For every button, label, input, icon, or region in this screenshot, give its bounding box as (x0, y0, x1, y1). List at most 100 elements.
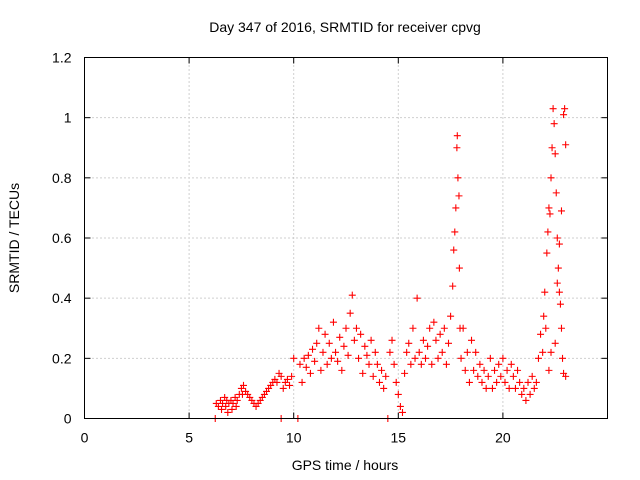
x-tick-label: 15 (391, 430, 407, 446)
data-point (459, 324, 467, 332)
data-point (505, 384, 513, 392)
x-axis-label: GPS time / hours (292, 457, 399, 473)
data-point (415, 348, 423, 356)
data-point (559, 354, 567, 362)
data-point (273, 378, 281, 386)
data-point (352, 324, 360, 332)
data-point (334, 357, 342, 365)
data-point (476, 360, 484, 368)
data-point (468, 336, 476, 344)
data-point (298, 378, 306, 386)
data-point (290, 354, 298, 362)
data-point (461, 366, 469, 374)
data-point (518, 390, 526, 398)
data-point (302, 363, 310, 371)
data-point (450, 246, 458, 254)
data-point (315, 324, 323, 332)
x-tick-label: 5 (185, 430, 193, 446)
data-point (451, 228, 459, 236)
data-point (378, 366, 386, 374)
data-point (279, 384, 287, 392)
data-point (545, 366, 553, 374)
data-point (511, 384, 519, 392)
data-point (233, 396, 241, 404)
data-point (329, 318, 337, 326)
data-point (392, 378, 400, 386)
data-point (453, 144, 461, 152)
data-point (239, 381, 247, 389)
data-point (546, 210, 554, 218)
y-tick-label: 1.2 (52, 50, 72, 66)
data-point (288, 372, 296, 380)
data-point (561, 105, 569, 113)
data-point (542, 324, 550, 332)
data-point (557, 207, 565, 215)
data-point (426, 324, 434, 332)
data-point (555, 288, 563, 296)
data-point (547, 174, 555, 182)
data-point (549, 105, 557, 113)
data-point (382, 372, 390, 380)
data-point (552, 189, 560, 197)
data-point (553, 279, 561, 287)
data-point (413, 294, 421, 302)
data-point (544, 228, 552, 236)
data-point (219, 399, 227, 407)
data-point (543, 249, 551, 257)
data-point (296, 360, 304, 368)
data-point (507, 360, 515, 368)
data-point (304, 351, 312, 359)
data-point (367, 336, 375, 344)
data-point (321, 330, 329, 338)
data-point (470, 366, 478, 374)
y-tick-label: 0 (64, 411, 72, 427)
data-point (436, 330, 444, 338)
y-tick-label: 0.4 (52, 290, 72, 306)
data-point (449, 282, 457, 290)
data-point (407, 360, 415, 368)
data-point (454, 174, 462, 182)
data-point (486, 354, 494, 362)
data-point (403, 348, 411, 356)
data-point (509, 372, 517, 380)
data-point (386, 348, 394, 356)
data-point (501, 378, 509, 386)
gridlines (84, 57, 608, 419)
data-point (520, 384, 528, 392)
data-point (534, 354, 542, 362)
chart-title: Day 347 of 2016, SRMTID for receiver cpv… (209, 19, 481, 35)
data-point (497, 372, 505, 380)
data-point (545, 204, 553, 212)
data-point (421, 354, 429, 362)
data-point (514, 366, 522, 374)
data-point (480, 366, 488, 374)
data-point (524, 378, 532, 386)
y-tick-label: 0.8 (52, 170, 72, 186)
data-point (361, 342, 369, 350)
data-point (357, 330, 365, 338)
data-point (438, 348, 446, 356)
data-point (495, 360, 503, 368)
data-point (232, 402, 240, 410)
data-point (482, 384, 490, 392)
data-point (554, 264, 562, 272)
data-point (396, 402, 404, 410)
y-tick-label: 0.6 (52, 230, 72, 246)
data-point (548, 144, 556, 152)
data-point (551, 150, 559, 158)
y-axis-label: SRMTID / TECUs (6, 183, 22, 293)
data-point (530, 384, 538, 392)
data-point (432, 336, 440, 344)
data-point (478, 378, 486, 386)
x-tick-label: 20 (495, 430, 511, 446)
data-point (390, 360, 398, 368)
data-point (409, 324, 417, 332)
data-point (419, 336, 427, 344)
data-point (560, 111, 568, 119)
data-point (557, 324, 565, 332)
data-point (218, 405, 226, 413)
data-point (474, 372, 482, 380)
data-point (442, 360, 450, 368)
data-point (493, 378, 501, 386)
